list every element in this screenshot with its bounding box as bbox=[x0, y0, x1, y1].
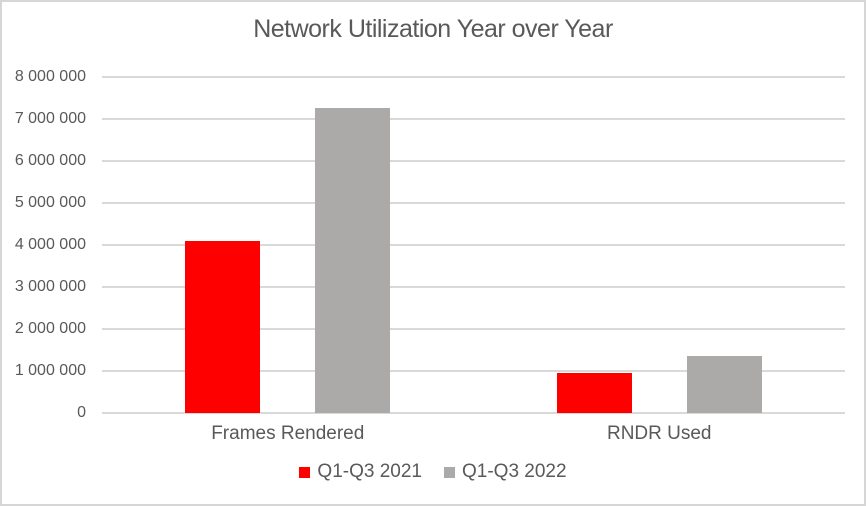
plot-area bbox=[102, 76, 845, 414]
gridline bbox=[102, 328, 845, 330]
bar-q1-q3-2022-frames-rendered bbox=[315, 108, 391, 413]
legend: Q1-Q3 2021 Q1-Q3 2022 bbox=[2, 461, 864, 483]
gridline bbox=[102, 370, 845, 372]
y-tick-label: 4 000 000 bbox=[14, 236, 86, 253]
bar-q1-q3-2021-frames-rendered bbox=[185, 240, 261, 413]
y-tick-label: 6 000 000 bbox=[14, 152, 86, 169]
legend-swatch-icon bbox=[299, 466, 311, 478]
gridline bbox=[102, 76, 845, 78]
bar-q1-q3-2022-rndr-used bbox=[686, 356, 762, 413]
bar-q1-q3-2021-rndr-used bbox=[556, 373, 632, 413]
gridline bbox=[102, 412, 845, 414]
chart-title: Network Utilization Year over Year bbox=[253, 15, 613, 43]
x-axis-label-rndr-used: RNDR Used bbox=[606, 423, 712, 444]
x-axis-label-frames-rendered: Frames Rendered bbox=[211, 423, 365, 444]
gridline bbox=[102, 244, 845, 246]
y-tick-label: 3 000 000 bbox=[14, 278, 86, 295]
y-tick-label: 2 000 000 bbox=[14, 320, 86, 337]
legend-item-q1-q3-2021: Q1-Q3 2021 bbox=[299, 461, 422, 483]
y-tick-label: 0 bbox=[77, 404, 86, 421]
y-tick-label: 5 000 000 bbox=[14, 194, 86, 211]
gridline bbox=[102, 118, 845, 120]
gridline bbox=[102, 202, 845, 204]
legend-label: Q1-Q3 2021 bbox=[317, 461, 422, 482]
gridline bbox=[102, 160, 845, 162]
legend-label: Q1-Q3 2022 bbox=[462, 461, 567, 482]
y-tick-label: 7 000 000 bbox=[14, 110, 86, 127]
legend-swatch-icon bbox=[444, 466, 455, 478]
y-axis-labels: 0 1 000 000 2 000 000 3 000 000 4 000 000 5 0… bbox=[2, 2, 86, 504]
y-tick-label: 1 000 000 bbox=[14, 362, 86, 379]
gridline bbox=[102, 286, 845, 288]
legend-item-q1-q3-2022: Q1-Q3 2022 bbox=[444, 461, 567, 483]
y-tick-label: 8 000 000 bbox=[14, 68, 86, 85]
